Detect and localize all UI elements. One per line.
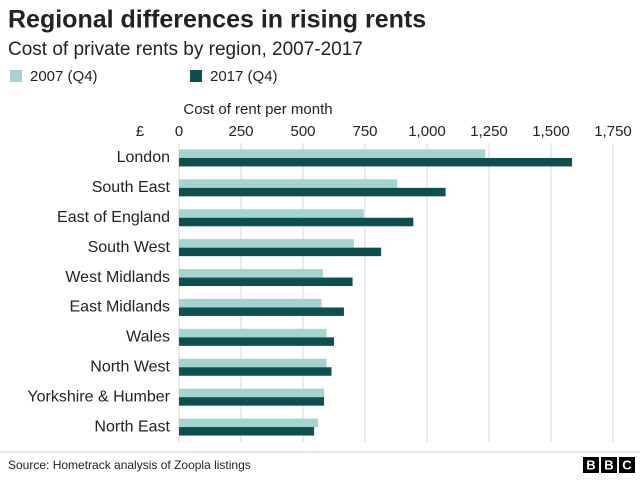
bar bbox=[179, 269, 323, 278]
y-tick-label: West Midlands bbox=[65, 269, 170, 286]
bar bbox=[179, 187, 446, 197]
logo-box bbox=[619, 457, 635, 473]
bar bbox=[179, 179, 398, 188]
y-tick-label: East of England bbox=[57, 209, 170, 226]
x-tick-label: 500 bbox=[290, 123, 315, 140]
bar bbox=[179, 217, 414, 227]
bar bbox=[179, 397, 325, 406]
legend-label: 2007 (Q4) bbox=[30, 68, 98, 85]
bar bbox=[179, 157, 573, 167]
bar bbox=[179, 209, 364, 218]
bar bbox=[179, 277, 353, 287]
bar bbox=[179, 388, 325, 398]
x-tick-label: 1,750 bbox=[594, 123, 632, 140]
y-tick-label: East Midlands bbox=[70, 299, 171, 316]
chart-subtitle: Cost of private rents by region, 2007-20… bbox=[8, 39, 363, 60]
bar bbox=[179, 307, 344, 316]
axis-label: Cost of rent per month bbox=[183, 101, 332, 118]
x-tick-label: 0 bbox=[175, 123, 183, 140]
x-tick-label: 250 bbox=[228, 123, 253, 140]
axis-unit: £ bbox=[136, 123, 145, 140]
logo-box bbox=[583, 457, 599, 473]
y-tick-label: Wales bbox=[126, 329, 170, 346]
bar bbox=[179, 298, 322, 308]
bar bbox=[179, 427, 315, 436]
x-tick-label: 1,500 bbox=[532, 123, 570, 140]
bar bbox=[179, 367, 332, 376]
bar bbox=[179, 149, 486, 158]
y-tick-label: South West bbox=[88, 239, 171, 256]
bar bbox=[179, 358, 327, 368]
bar bbox=[179, 418, 318, 428]
legend-swatch bbox=[10, 70, 22, 82]
y-tick-label: Yorkshire & Humber bbox=[27, 388, 170, 405]
legend-label: 2017 (Q4) bbox=[210, 68, 278, 85]
source: Source: Hometrack analysis of Zoopla lis… bbox=[8, 458, 251, 472]
bar bbox=[179, 337, 334, 346]
x-tick-label: 750 bbox=[352, 123, 377, 140]
y-tick-label: London bbox=[117, 149, 170, 166]
logo-box bbox=[601, 457, 617, 473]
x-tick-label: 1,000 bbox=[408, 123, 446, 140]
logo-letter: B bbox=[604, 457, 613, 472]
chart-title: Regional differences in rising rents bbox=[8, 6, 426, 34]
bar bbox=[179, 239, 354, 248]
bar bbox=[179, 247, 382, 257]
logo-letter: B bbox=[586, 457, 595, 472]
x-tick-label: 1,250 bbox=[470, 123, 508, 140]
y-tick-label: North East bbox=[94, 418, 170, 435]
y-tick-label: North West bbox=[90, 358, 170, 375]
y-tick-label: South East bbox=[92, 179, 171, 196]
bar bbox=[179, 328, 327, 338]
logo-letter: C bbox=[622, 457, 632, 472]
legend-swatch bbox=[190, 70, 202, 82]
